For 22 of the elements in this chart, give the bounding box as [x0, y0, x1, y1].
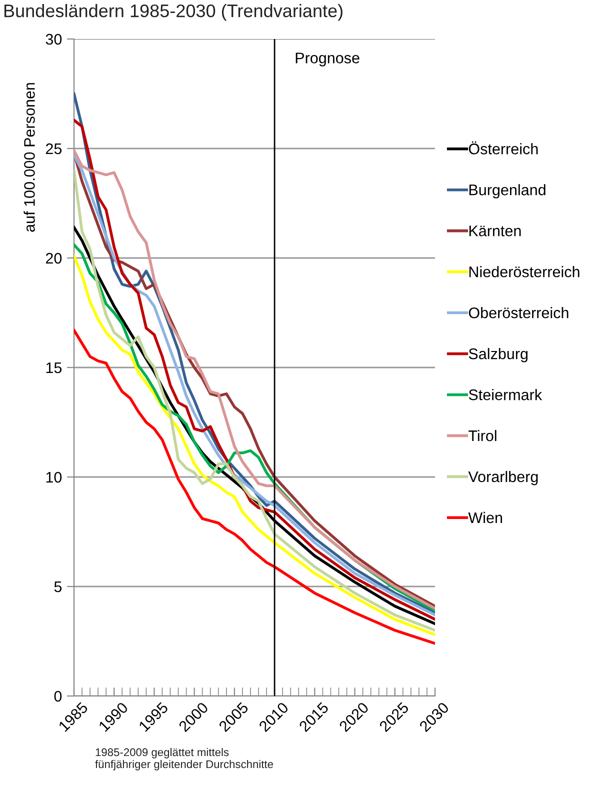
legend-label: Steiermark — [468, 388, 542, 400]
y-tick-label: 10 — [46, 472, 62, 483]
y-tick-label: 5 — [54, 582, 62, 592]
y-tick-label: 20 — [46, 252, 62, 264]
y-tick-label: 30 — [46, 34, 62, 45]
legend-label: Wien — [468, 512, 502, 524]
legend-label: Niederösterreich — [469, 266, 580, 278]
ref-line-label: Prognose — [296, 52, 360, 66]
y-tick-label: 15 — [46, 362, 62, 374]
text: 1985-2009 geglättet mittels fünfjähriger gleitender Durchschnitte — [95, 748, 273, 770]
legend-label: Oberösterreich — [468, 307, 568, 318]
line-series — [74, 328, 435, 645]
legend-label: Salzburg — [468, 348, 528, 362]
y-tick-label: 0 — [54, 690, 62, 702]
legend-label: Burgenland — [469, 184, 546, 198]
y-tick-label: 25 — [46, 143, 62, 154]
chart-title: Bundesländern 1985-2030 (Trendvariante) — [4, 4, 342, 21]
legend-label: Tirol — [468, 430, 496, 442]
legend-label: Kärnten — [469, 226, 521, 236]
legend-label: Österreich — [468, 141, 538, 154]
legend-label: Vorarlberg — [468, 470, 538, 486]
y-axis-title: auf 100.000 Personen — [24, 83, 35, 232]
